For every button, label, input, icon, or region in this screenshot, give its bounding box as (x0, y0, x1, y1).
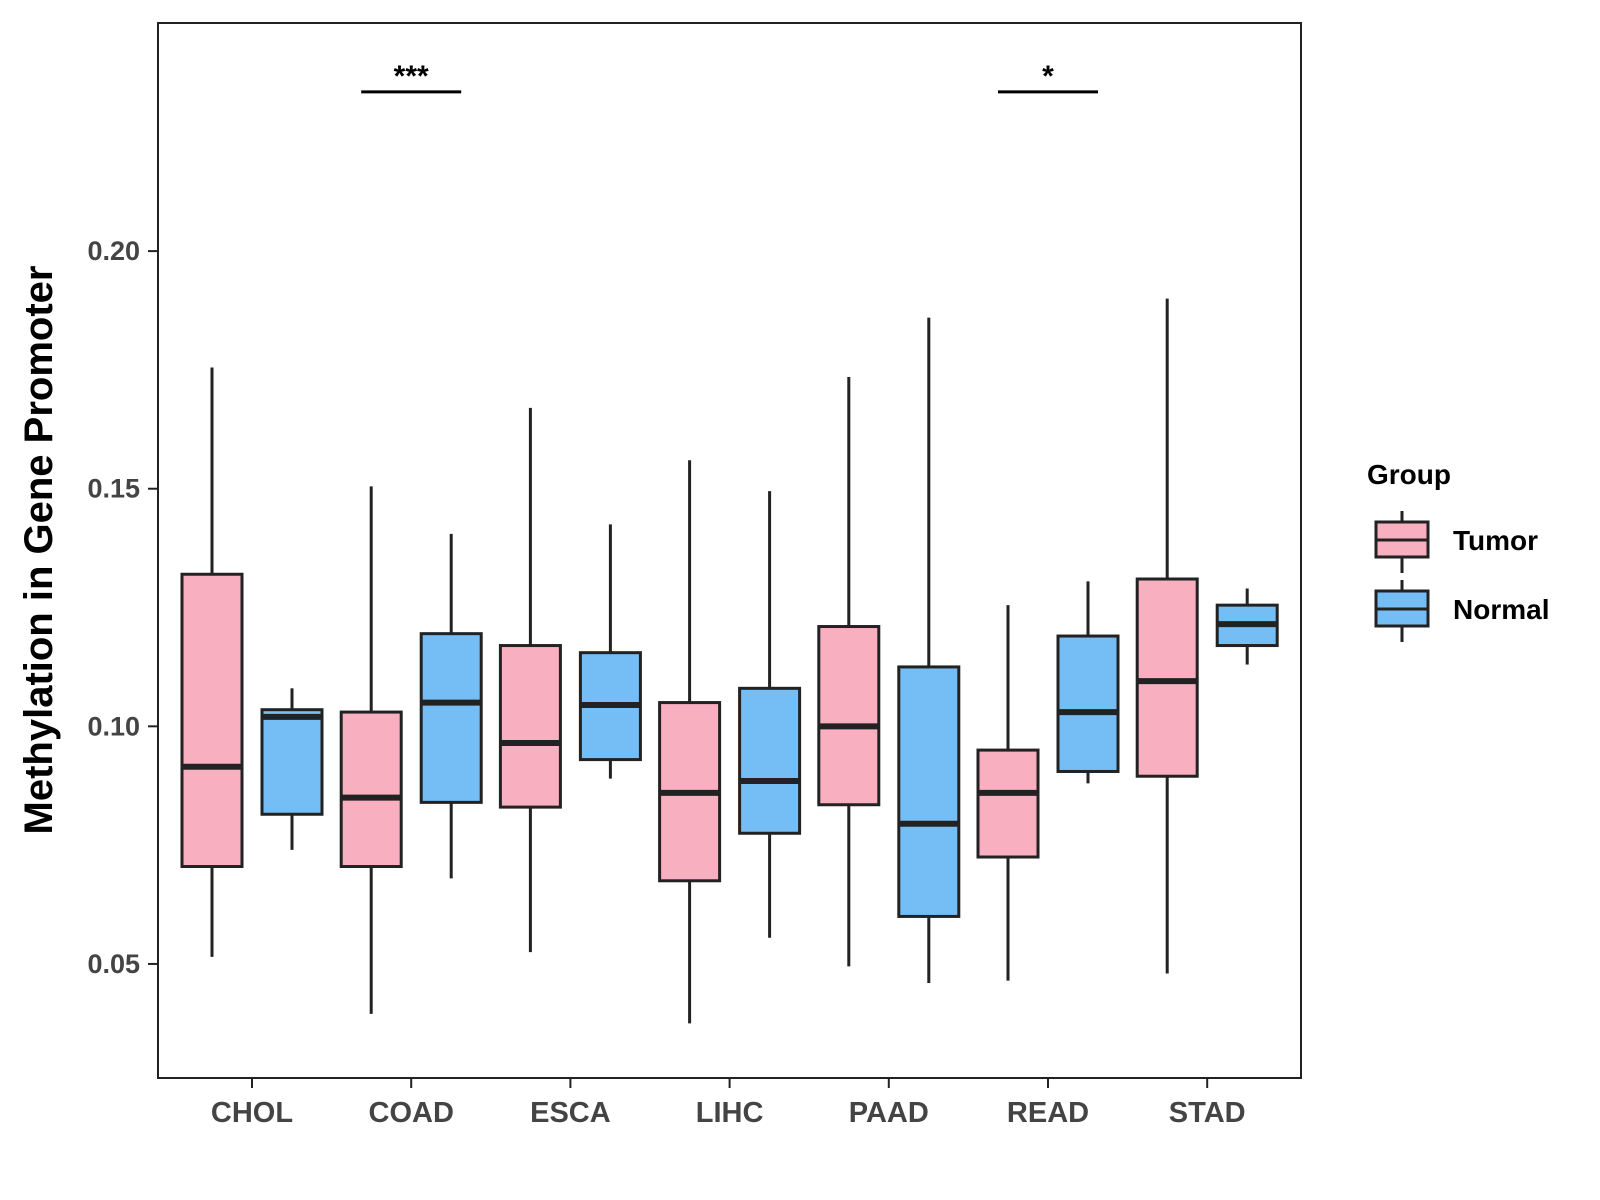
y-axis-title: Methylation in Gene Promoter (17, 266, 61, 835)
legend-label-tumor: Tumor (1453, 525, 1538, 556)
y-tick-label: 0.15 (87, 474, 140, 504)
x-tick-label-chol: CHOL (211, 1097, 293, 1129)
box-normal-paad (897, 317, 961, 983)
box-iqr (339, 710, 403, 869)
box-iqr (817, 625, 881, 807)
box-tumor-lihc (658, 460, 722, 1024)
y-tick-label: 0.20 (87, 236, 140, 266)
box-iqr (260, 708, 324, 816)
significance-label: * (1042, 60, 1054, 93)
y-tick-label: 0.10 (87, 711, 140, 741)
box-tumor-coad (339, 486, 403, 1014)
box-iqr (498, 644, 562, 809)
box-normal-stad (1215, 588, 1279, 665)
box-iqr (738, 686, 802, 835)
x-tick-label-read: READ (1007, 1097, 1089, 1129)
box-normal-coad (419, 533, 483, 879)
boxes-layer (180, 298, 1279, 1024)
x-tick-label-paad: PAAD (849, 1097, 929, 1129)
box-tumor-read (976, 605, 1040, 981)
box-iqr (1056, 634, 1120, 773)
significance-label: *** (394, 60, 429, 93)
x-tick-label-lihc: LIHC (696, 1097, 764, 1129)
box-normal-read (1056, 581, 1120, 784)
box-tumor-chol (180, 367, 244, 957)
legend: Group Tumor Normal (1367, 459, 1549, 642)
x-axis: CHOL COAD ESCA LIHC PAAD READ STAD (211, 1078, 1246, 1129)
box-normal-chol (260, 688, 324, 850)
box-iqr (897, 665, 961, 918)
legend-item-normal: Normal (1374, 580, 1549, 642)
box-iqr (419, 632, 483, 804)
x-tick-label-esca: ESCA (530, 1097, 611, 1129)
y-axis: 0.05 0.10 0.15 0.20 (87, 236, 158, 979)
x-tick-label-coad: COAD (369, 1097, 454, 1129)
x-tick-label-stad: STAD (1169, 1097, 1246, 1129)
box-normal-lihc (738, 491, 802, 938)
box-iqr (180, 572, 244, 869)
box-normal-esca (578, 524, 642, 779)
y-tick-label: 0.05 (87, 949, 140, 979)
box-tumor-stad (1135, 298, 1199, 974)
box-iqr (1135, 577, 1199, 778)
significance-coad: *** (361, 60, 462, 94)
annotations-layer: *** * (361, 60, 1098, 94)
legend-title: Group (1367, 459, 1451, 490)
box-iqr (976, 748, 1040, 859)
box-tumor-paad (817, 377, 881, 967)
significance-read: * (998, 60, 1098, 94)
legend-label-normal: Normal (1453, 594, 1549, 625)
box-tumor-esca (498, 407, 562, 953)
legend-item-tumor: Tumor (1374, 511, 1538, 573)
